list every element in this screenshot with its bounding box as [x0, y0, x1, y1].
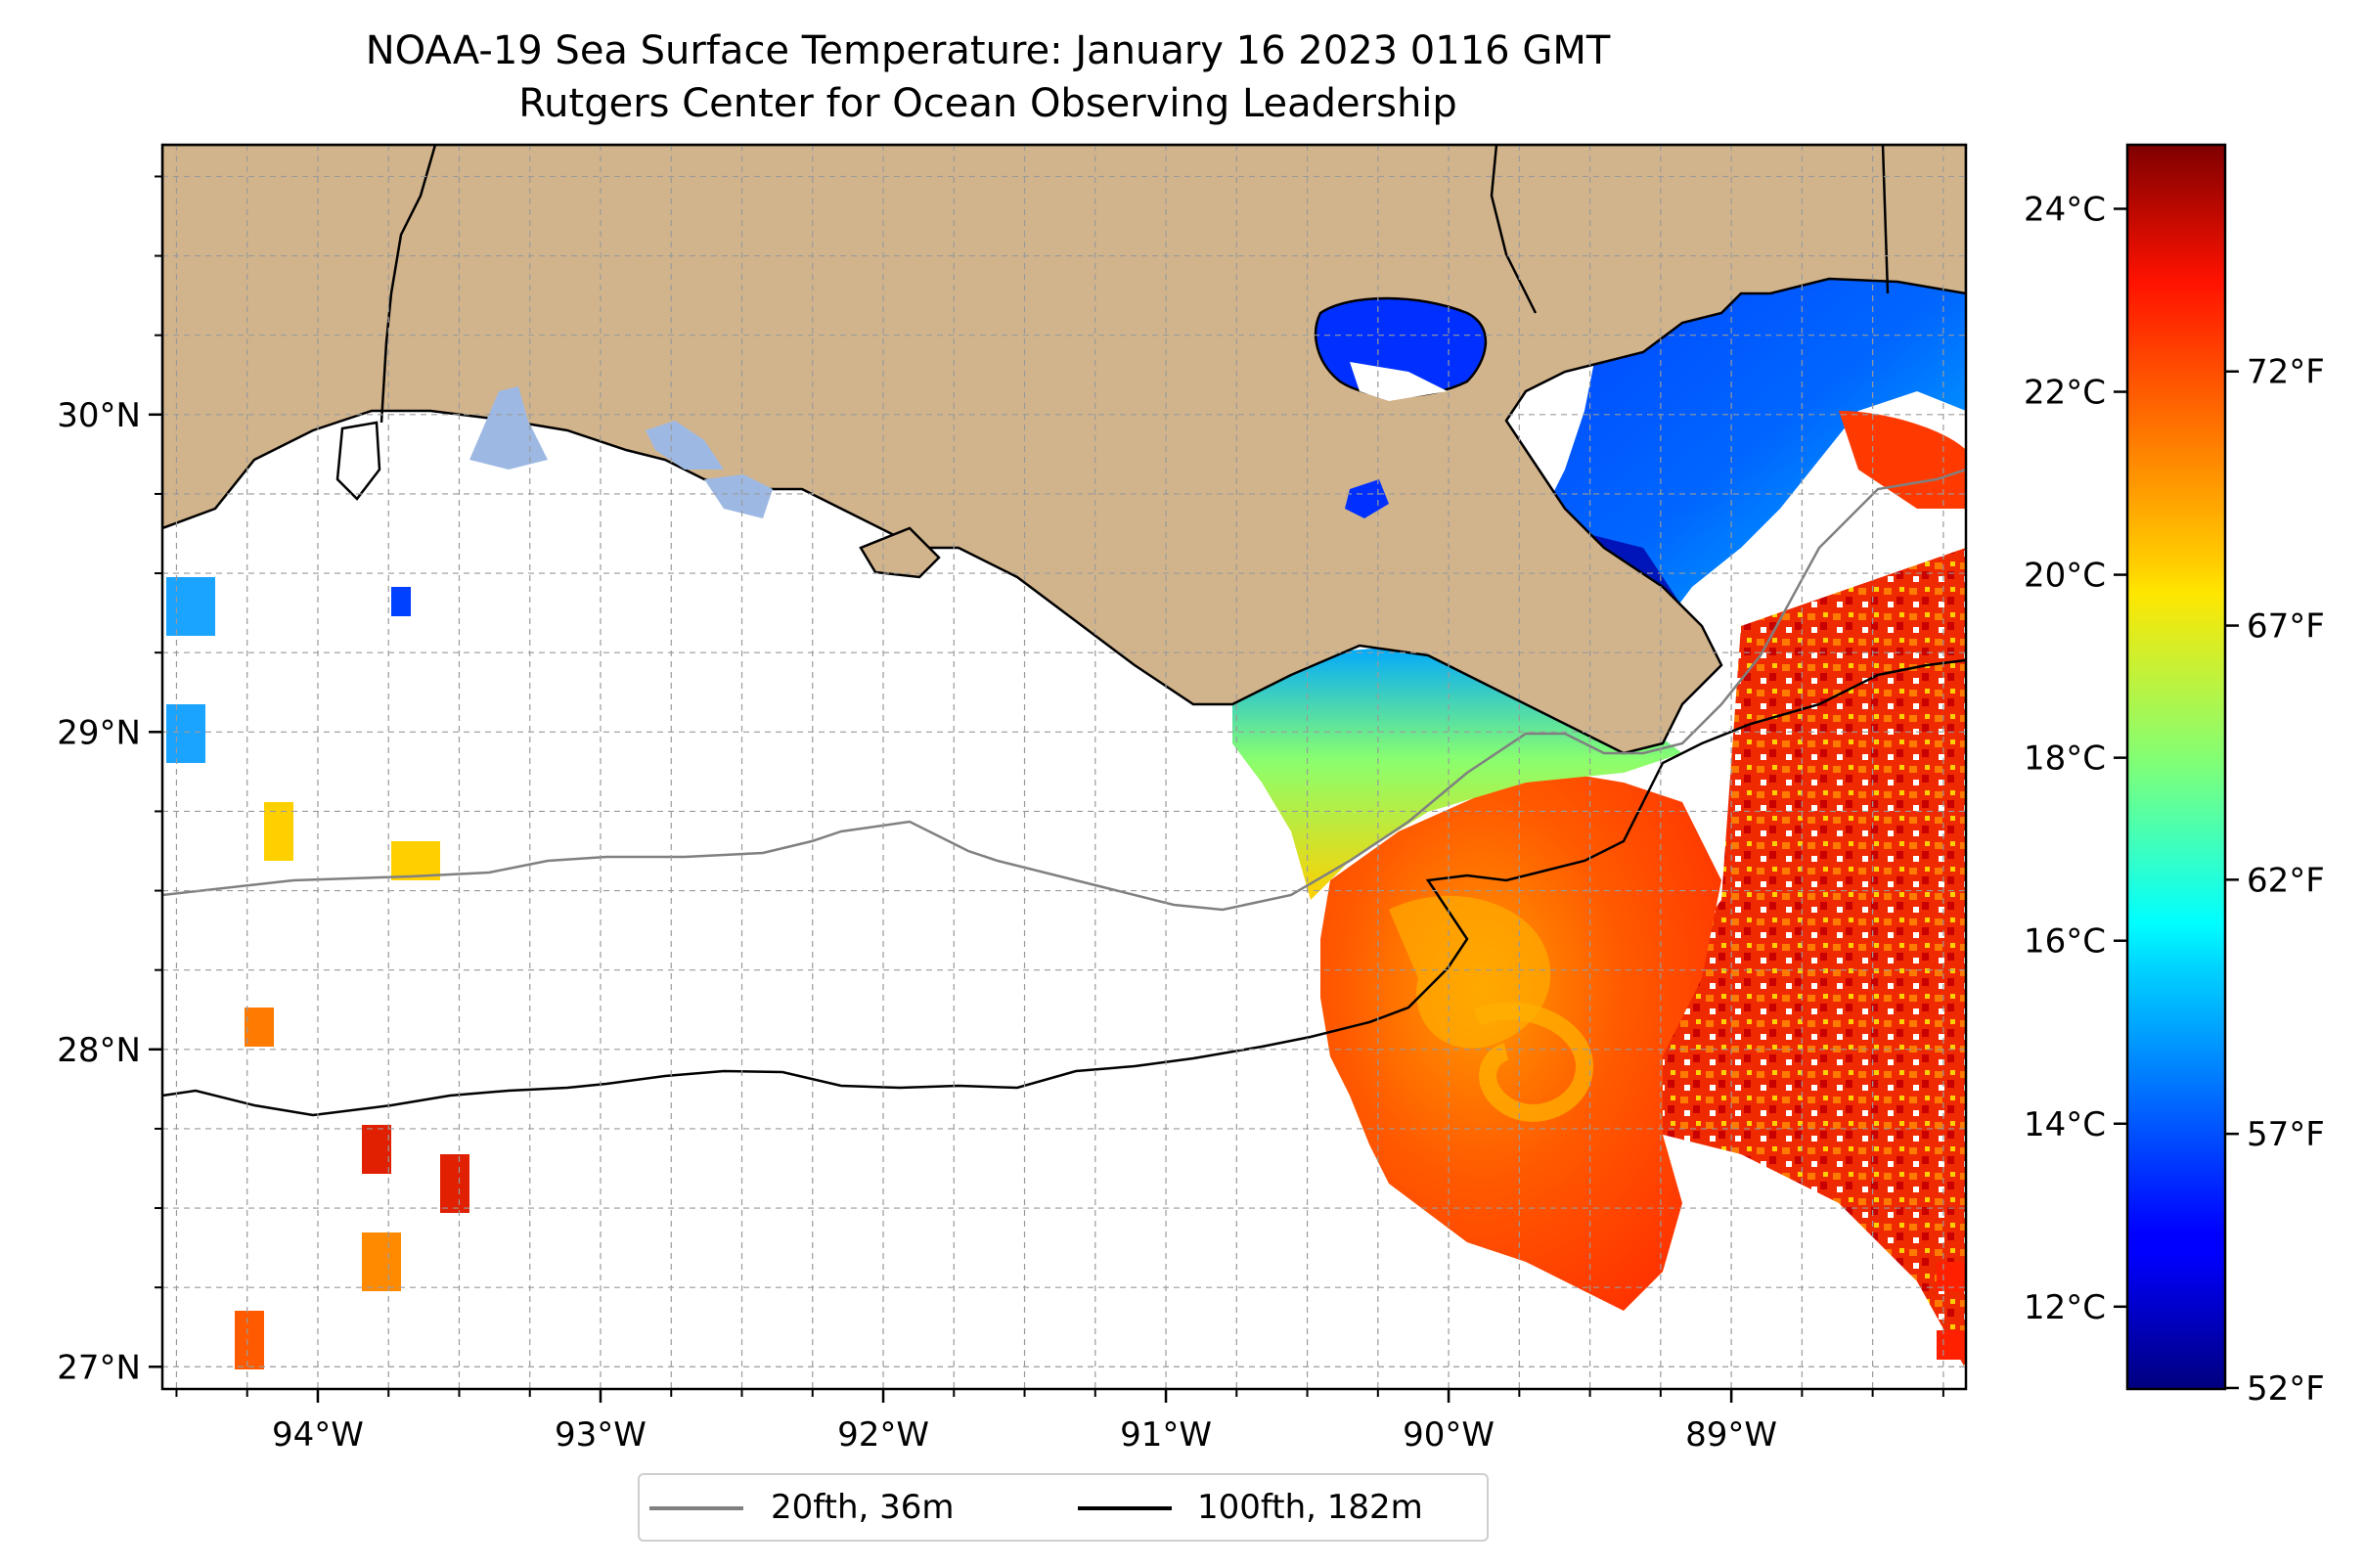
- map-subtitle: Rutgers Center for Ocean Observing Leade…: [518, 81, 1457, 126]
- celsius-tick-label: 14°C: [2024, 1105, 2106, 1144]
- celsius-tick-label: 22°C: [2024, 374, 2106, 413]
- lon-tick-label: 92°W: [837, 1415, 929, 1455]
- colorbar-fahrenheit-axis: 52°F 57°F 62°F 67°F 72°F: [2225, 353, 2325, 1409]
- colorbar: [2125, 143, 2227, 1391]
- legend-label-20fth: 20fth, 36m: [771, 1488, 955, 1527]
- lat-tick-label: 30°N: [57, 396, 141, 435]
- lon-tick-label: 90°W: [1403, 1415, 1495, 1455]
- lat-tick-label: 29°N: [57, 713, 141, 752]
- lon-tick-label: 94°W: [272, 1415, 364, 1455]
- latitude-axis: 27°N 28°N 29°N 30°N: [57, 175, 162, 1387]
- fahrenheit-tick-label: 72°F: [2247, 353, 2325, 392]
- longitude-axis: 94°W 93°W 92°W 91°W 90°W 89°W: [175, 1389, 1944, 1455]
- plot-frame: [160, 143, 1968, 1391]
- celsius-tick-label: 16°C: [2024, 922, 2106, 962]
- map-plot-area: [162, 145, 1966, 1389]
- legend: 20fth, 36m 100fth, 182m: [638, 1473, 1489, 1542]
- lon-tick-label: 91°W: [1120, 1415, 1212, 1455]
- land: [162, 145, 1966, 755]
- fahrenheit-tick-label: 57°F: [2247, 1115, 2325, 1154]
- celsius-tick-label: 20°C: [2024, 557, 2106, 596]
- gridlines: [162, 145, 1966, 1389]
- fahrenheit-tick-label: 52°F: [2247, 1369, 2325, 1409]
- colorbar-celsius-axis: 12°C 14°C 16°C 18°C 20°C 22°C 24°C: [2024, 190, 2127, 1327]
- map-title: NOAA-19 Sea Surface Temperature: January…: [365, 28, 1611, 73]
- lon-tick-label: 89°W: [1685, 1415, 1777, 1455]
- fahrenheit-tick-label: 62°F: [2247, 861, 2325, 900]
- legend-swatch-100fth: [1078, 1506, 1172, 1510]
- legend-label-100fth: 100fth, 182m: [1197, 1488, 1423, 1527]
- isobath-20fth: [162, 468, 1966, 912]
- celsius-tick-label: 12°C: [2024, 1288, 2106, 1327]
- legend-swatch-20fth: [649, 1506, 743, 1510]
- celsius-tick-label: 18°C: [2024, 739, 2106, 779]
- lon-tick-label: 93°W: [555, 1415, 647, 1455]
- isobath-100fth: [162, 658, 1966, 1117]
- fahrenheit-tick-label: 67°F: [2247, 607, 2325, 647]
- lat-tick-label: 27°N: [57, 1348, 141, 1387]
- celsius-tick-label: 24°C: [2024, 190, 2106, 229]
- lat-tick-label: 28°N: [57, 1031, 141, 1070]
